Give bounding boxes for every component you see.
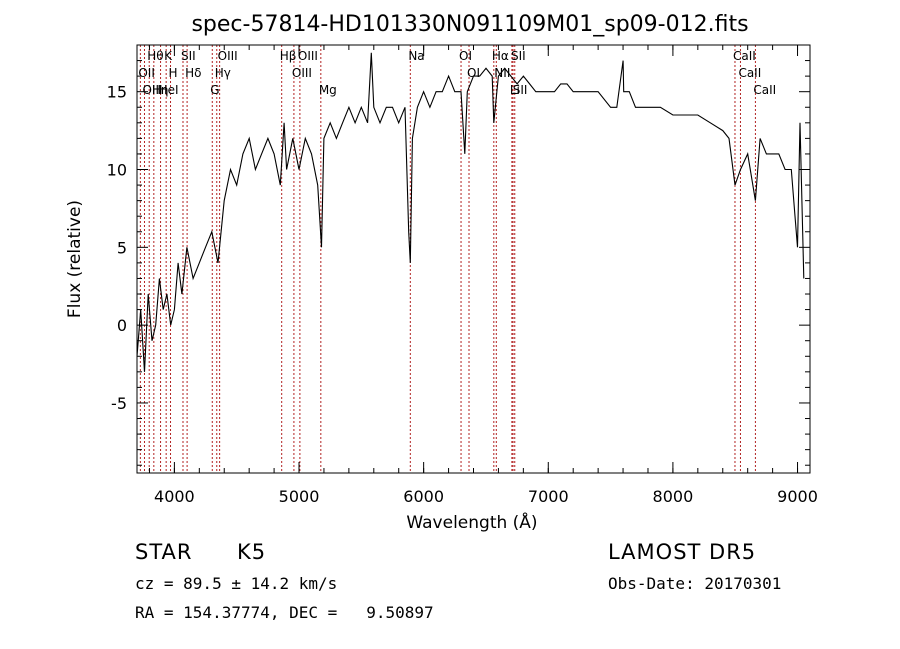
- survey-label: LAMOST DR5: [608, 540, 757, 564]
- x-axis: 4000 5000 6000 7000 8000 9000: [148, 45, 818, 506]
- y-tick-label: 5: [117, 238, 127, 257]
- line-marker-label: Hα: [492, 49, 509, 63]
- y-axis-label: Flux (relative): [65, 200, 85, 318]
- line-marker-label: SII: [511, 49, 526, 63]
- line-marker-label: CaII: [733, 49, 756, 63]
- x-tick-label: 5000: [279, 487, 320, 506]
- subclass-label: K5: [237, 540, 267, 564]
- x-axis-label: Wavelength (Å): [406, 511, 537, 533]
- line-marker-label: Hθ: [147, 49, 163, 63]
- plot-frame: [136, 44, 811, 474]
- obs-date: Obs-Date: 20170301: [608, 574, 782, 593]
- line-marker-label: SII: [513, 83, 528, 97]
- class-label: STAR: [135, 540, 193, 564]
- redshift-readout: cz = 89.5 ± 14.2 km/s: [135, 574, 338, 593]
- line-marker-label: Hη: [152, 83, 169, 97]
- x-tick-label: 9000: [777, 487, 818, 506]
- x-tick-label: 4000: [154, 487, 195, 506]
- y-tick-label: 0: [117, 316, 127, 335]
- x-tick-label: 7000: [528, 487, 569, 506]
- line-marker-label: Hβ: [280, 49, 297, 63]
- y-axis: -5 0 5 10 15: [107, 44, 810, 466]
- x-tick-label: 6000: [403, 487, 444, 506]
- x-tick-label: 8000: [653, 487, 694, 506]
- line-marker-label: HeI: [159, 83, 179, 97]
- spectrum-line: [136, 52, 805, 372]
- line-marker-label: Mg: [319, 83, 337, 97]
- line-marker-label: H: [169, 66, 178, 80]
- y-tick-label: 10: [107, 161, 127, 180]
- line-marker-label: Na: [408, 49, 424, 63]
- line-marker-label: SII: [181, 49, 196, 63]
- line-marker-label: OI: [459, 49, 472, 63]
- line-marker-label: OII: [138, 66, 155, 80]
- line-marker-label: OIII: [298, 49, 318, 63]
- line-marker-label: CaII: [738, 66, 761, 80]
- y-tick-label: -5: [111, 394, 127, 413]
- coordinates-readout: RA = 154.37774, DEC = 9.50897: [135, 603, 434, 622]
- line-marker-label: Hδ: [185, 66, 201, 80]
- line-marker-label: K: [164, 49, 173, 63]
- line-marker-label: OIII: [142, 83, 162, 97]
- y-tick-label: 15: [107, 83, 127, 102]
- line-marker-label: OIII: [218, 49, 238, 63]
- line-marker-label: Li: [510, 83, 520, 97]
- spectral-line-labels: HθOIIOIIIHηHeIKHSIIHδOIIIHγGHβOIIIOIIIMg…: [138, 49, 776, 97]
- line-marker-label: Hγ: [215, 66, 231, 80]
- line-marker-label: CaII: [753, 83, 776, 97]
- chart-title: spec-57814-HD101330N091109M01_sp09-012.f…: [191, 12, 748, 37]
- line-marker-label: G: [210, 83, 219, 97]
- line-marker-label: OI: [467, 66, 480, 80]
- line-marker-label: OIII: [292, 66, 312, 80]
